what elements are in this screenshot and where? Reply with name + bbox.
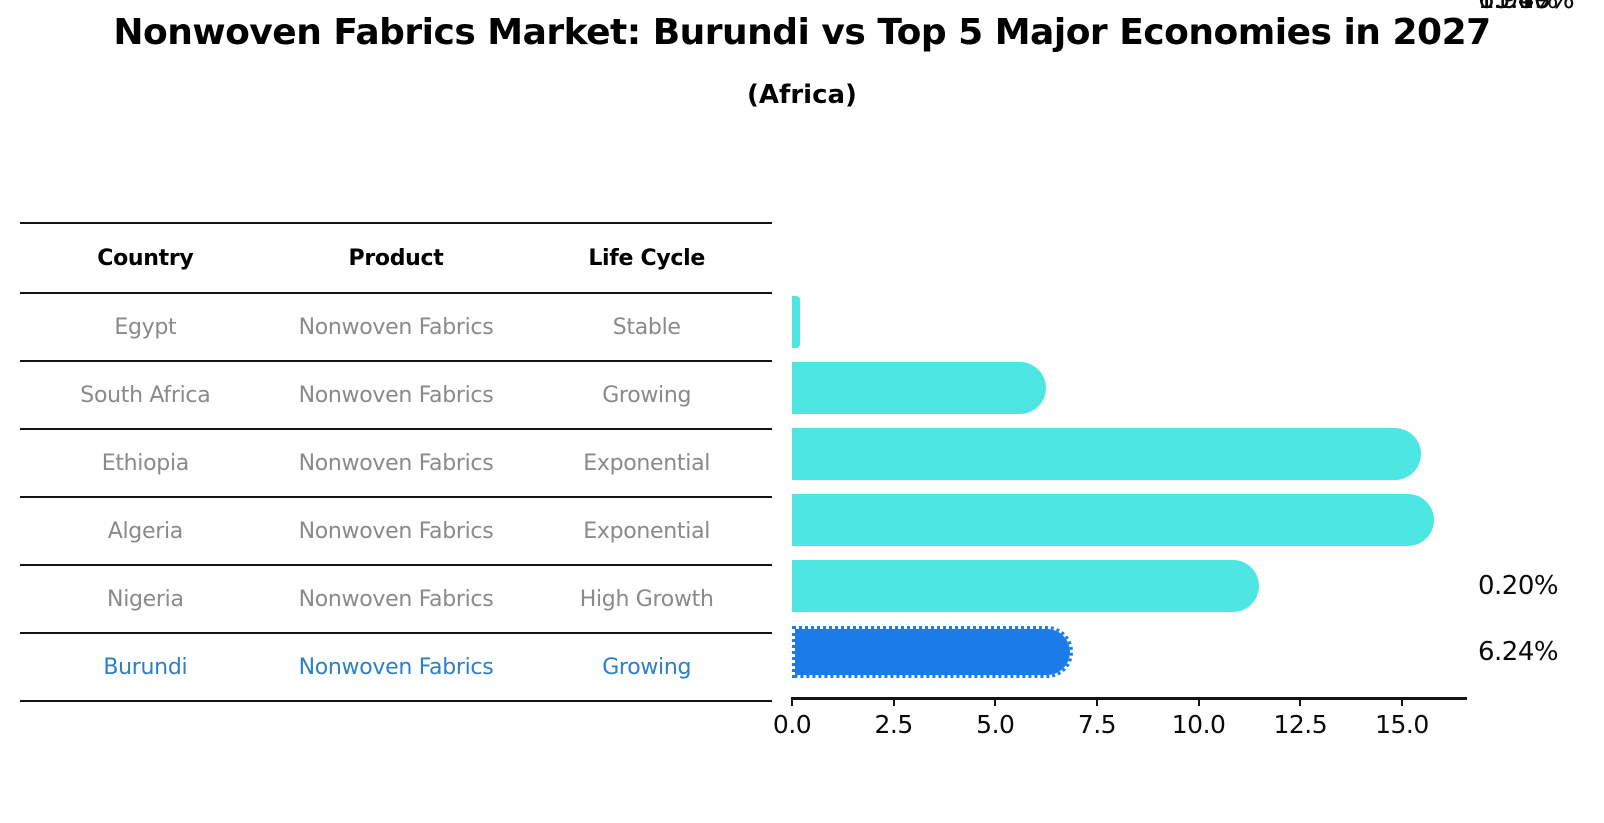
tick-label: 15.0 — [1375, 710, 1429, 739]
bar-plot: 0.0 2.5 5.0 7.5 10.0 12.5 15.0 — [773, 289, 1467, 739]
cell-life-cycle: Exponential — [583, 450, 711, 476]
x-axis-tick: 15.0 — [1357, 697, 1447, 739]
value-label-nigeria: 11.49% — [1478, 0, 1575, 15]
bar-ethiopia — [792, 428, 1421, 480]
table-row-burundi: Burundi Nonwoven Fabrics Growing — [20, 634, 772, 702]
value-label-south-africa: 6.24% — [1478, 637, 1559, 667]
bar-south-africa — [792, 362, 1046, 414]
chart-title: Nonwoven Fabrics Market: Burundi vs Top … — [113, 12, 1491, 53]
cell-life-cycle: High Growth — [579, 586, 714, 612]
cell-country: Egypt — [114, 314, 177, 340]
x-axis-tick: 12.5 — [1255, 697, 1345, 739]
x-axis-tick: 0.0 — [747, 697, 837, 739]
value-label-egypt: 0.20% — [1478, 571, 1559, 601]
tick-label: 2.5 — [874, 710, 914, 739]
tick-label: 7.5 — [1077, 710, 1117, 739]
tick-mark — [892, 697, 895, 706]
table-row-ethiopia: Ethiopia Nonwoven Fabrics Exponential — [20, 430, 772, 498]
cell-product: Nonwoven Fabrics — [298, 314, 494, 340]
cell-product: Nonwoven Fabrics — [298, 382, 494, 408]
bar-algeria — [792, 494, 1435, 546]
x-axis-tick: 10.0 — [1154, 697, 1244, 739]
tick-mark — [791, 697, 793, 706]
column-header-product: Product — [348, 245, 444, 271]
table-row-nigeria: Nigeria Nonwoven Fabrics High Growth — [20, 566, 772, 634]
chart-subtitle: (Africa) — [747, 80, 857, 110]
value-label-algeria: 15.80% — [1478, 0, 1575, 15]
cell-country: South Africa — [80, 382, 211, 408]
x-axis-tick: 7.5 — [1052, 697, 1142, 739]
x-axis-tick: 5.0 — [950, 697, 1040, 739]
table-row-egypt: Egypt Nonwoven Fabrics Stable — [20, 294, 772, 362]
cell-country: Ethiopia — [101, 450, 190, 476]
table-row-south-africa: South Africa Nonwoven Fabrics Growing — [20, 362, 772, 430]
data-table: Country Product Life Cycle Egypt Nonwove… — [20, 222, 772, 702]
tick-mark — [1299, 697, 1302, 706]
cell-product: Nonwoven Fabrics — [298, 518, 494, 544]
tick-label: 10.0 — [1171, 710, 1226, 739]
bar-nigeria — [792, 560, 1260, 612]
value-label-burundi: 6.91% — [1478, 0, 1559, 15]
cell-product: Nonwoven Fabrics — [298, 654, 494, 680]
cell-country: Burundi — [103, 654, 188, 680]
cell-life-cycle: Growing — [602, 382, 692, 408]
column-header-country: Country — [97, 245, 194, 271]
tick-label: 0.0 — [772, 710, 812, 739]
tick-mark — [1400, 697, 1403, 706]
cell-country: Algeria — [107, 518, 184, 544]
tick-mark — [994, 697, 997, 706]
cell-life-cycle: Growing — [602, 654, 692, 680]
tick-label: 12.5 — [1273, 710, 1328, 739]
cell-life-cycle: Stable — [612, 314, 681, 340]
x-axis-tick: 2.5 — [849, 697, 939, 739]
bar-burundi — [792, 626, 1073, 678]
cell-product: Nonwoven Fabrics — [298, 586, 494, 612]
cell-life-cycle: Exponential — [583, 518, 711, 544]
value-label-ethiopia: 15.46% — [1478, 0, 1575, 15]
tick-mark — [1197, 697, 1200, 706]
tick-label: 5.0 — [976, 710, 1015, 739]
bar-egypt — [792, 296, 801, 348]
column-header-life-cycle: Life Cycle — [588, 245, 706, 271]
table-row-algeria: Algeria Nonwoven Fabrics Exponential — [20, 498, 772, 566]
table-header-row: Country Product Life Cycle — [20, 224, 772, 294]
cell-country: Nigeria — [107, 586, 184, 612]
cell-product: Nonwoven Fabrics — [298, 450, 494, 476]
tick-mark — [1095, 697, 1098, 706]
